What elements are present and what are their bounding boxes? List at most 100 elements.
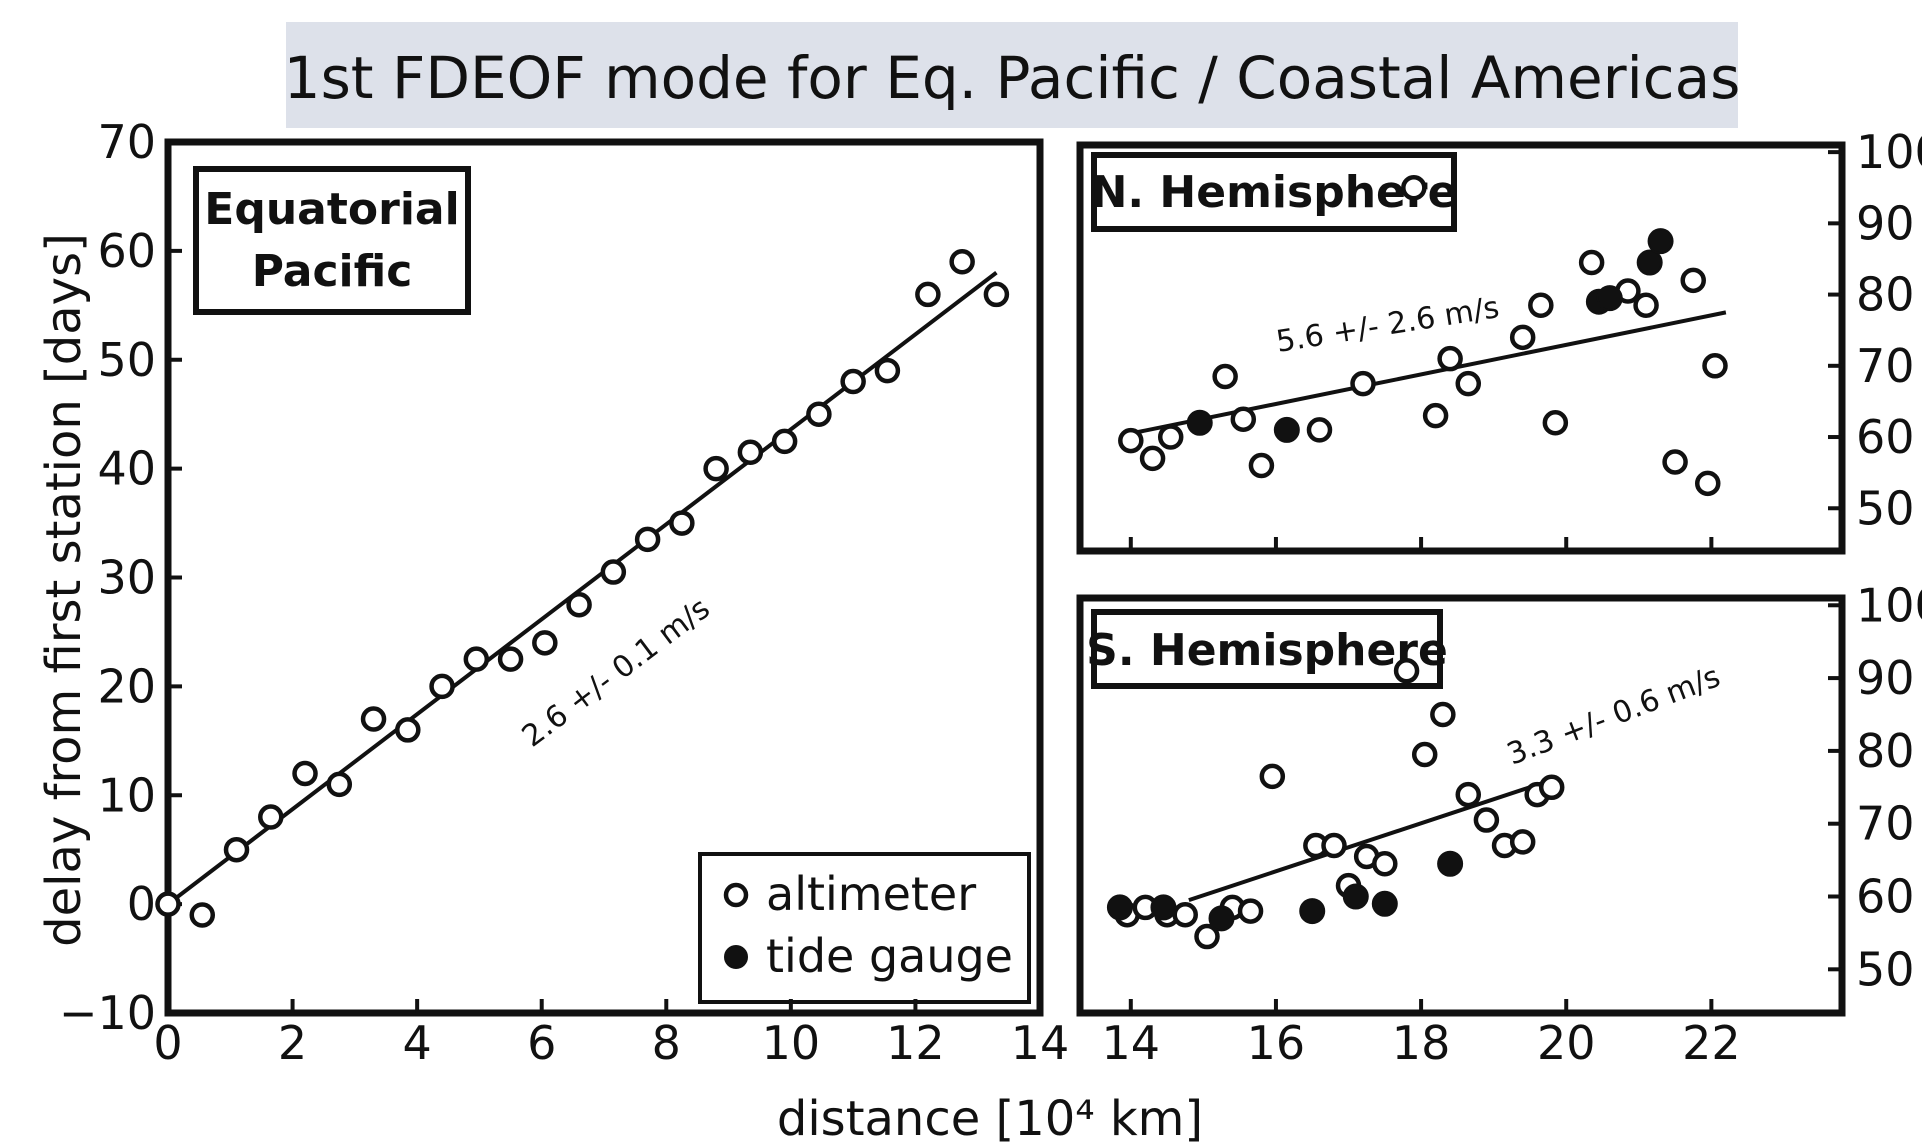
altimeter-point (1455, 370, 1482, 397)
altimeter-point (497, 646, 524, 672)
altimeter-point (1393, 658, 1420, 684)
x-tick-label: 2 (278, 1016, 307, 1070)
altimeter-point (1172, 901, 1198, 928)
y-tick-label: 50 (1856, 942, 1915, 996)
panel-label-box: N. Hemisphere (1091, 152, 1458, 232)
altimeter-point (1306, 417, 1333, 443)
title-background (286, 22, 1738, 128)
y-axis-title: delay from first station [days] (36, 233, 92, 947)
rate-annotation: 5.6 +/- 2.6 m/s (1274, 290, 1502, 360)
panel-label-box: S. Hemisphere (1086, 609, 1448, 689)
x-tick-label: 22 (1682, 1016, 1741, 1070)
legend-tide-gauge-label: tide gauge (766, 929, 1013, 983)
fit-line (166, 271, 998, 906)
altimeter-point (1372, 850, 1398, 877)
label-line-1: Equatorial (204, 184, 459, 235)
panel-s-hemisphere: S. Hemisphere 3.3 +/- 0.6 m/s 14 16 18 20 22… (1076, 578, 1922, 1070)
label-frame (193, 166, 471, 315)
fit-line (1130, 310, 1727, 436)
y-tick-label: 20 (97, 659, 156, 713)
altimeter-point (155, 891, 181, 917)
altimeter-point (1662, 449, 1688, 475)
altimeter-point (1430, 701, 1456, 728)
altimeter-point (1350, 370, 1376, 397)
x-tick-label: 12 (886, 1016, 945, 1070)
altimeter-point (703, 455, 729, 482)
altimeter-point (983, 281, 1010, 308)
altimeter-point (1230, 406, 1257, 432)
altimeter-point (1212, 363, 1238, 390)
altimeter-point (463, 646, 490, 672)
altimeter-point (223, 836, 250, 863)
altimeter-point (1194, 923, 1220, 950)
altimeter-point (1473, 807, 1500, 833)
altimeter-point (1157, 424, 1184, 450)
y-tick-label: 80 (1856, 268, 1915, 322)
altimeter-point (566, 591, 592, 618)
rate-annotation: 3.3 +/- 0.6 m/s (1502, 659, 1725, 772)
y-tick-label: 60 (97, 224, 156, 278)
altimeter-point (1680, 267, 1706, 294)
tide-gauge-point (1371, 890, 1398, 917)
y-tick-label: 70 (97, 115, 156, 169)
altimeter-point (1411, 741, 1438, 768)
altimeter-point (634, 526, 661, 553)
altimeter-point (1248, 452, 1275, 479)
x-tick-label: 20 (1537, 1016, 1596, 1070)
y-tick-label: 50 (97, 333, 156, 387)
tide-gauge-point (1273, 416, 1300, 443)
altimeter-point (292, 760, 318, 787)
tide-gauge-point (1636, 249, 1663, 276)
y-tick-label: 40 (97, 442, 156, 496)
altimeter-point (1118, 427, 1144, 454)
x-tick-label: 0 (153, 1016, 182, 1070)
altimeter-point (1633, 292, 1659, 319)
y-tick-label: 0 (127, 877, 156, 931)
altimeter-point (360, 706, 387, 732)
altimeter-point (669, 510, 695, 536)
tide-gauge-point (1596, 285, 1623, 312)
panel-label: N. Hemisphere (1091, 167, 1458, 218)
legend-frame (698, 852, 1031, 1004)
y-tick-label: 100 (1856, 578, 1922, 632)
legend: altimeter tide gauge (698, 852, 1031, 1004)
altimeter-point (771, 428, 798, 455)
altimeter-point (806, 401, 832, 427)
panel-equatorial-pacific: Equatorial Pacific 2.6 +/- 0.1 m/s altim… (36, 115, 1069, 1070)
y-tick-label: 90 (1856, 196, 1915, 250)
legend-tide-gauge-marker (724, 945, 748, 969)
x-tick-label: 14 (1102, 1016, 1161, 1070)
altimeter-point (1139, 445, 1166, 472)
x-tick-label: 6 (527, 1016, 556, 1070)
title-banner: 1st FDEOF mode for Eq. Pacific / Coastal… (284, 22, 1741, 128)
x-tick-label: 18 (1392, 1016, 1451, 1070)
x-tick-label: 4 (403, 1016, 432, 1070)
altimeter-point (1422, 402, 1449, 429)
altimeter-point (1321, 832, 1347, 859)
panel-label-box: Equatorial Pacific (193, 166, 471, 315)
y-tick-label: 100 (1856, 125, 1922, 179)
y-tick-label: 50 (1856, 481, 1915, 535)
altimeter-point (874, 357, 901, 384)
panel-n-hemisphere: N. Hemisphere 5.6 +/- 2.6 m/s 50 60 70 80 90… (1076, 125, 1922, 555)
altimeter-point (840, 368, 866, 395)
y-tick-label: 60 (1856, 410, 1915, 464)
tide-gauge-point (1437, 850, 1464, 877)
panel-label: S. Hemisphere (1086, 625, 1448, 676)
y-tick-label: 90 (1856, 651, 1915, 705)
altimeter-point (1455, 781, 1482, 808)
altimeter-point (1528, 292, 1554, 319)
plot-frame (1076, 594, 1846, 1017)
altimeter-point (1401, 174, 1427, 201)
altimeter-point (1259, 763, 1286, 790)
altimeter-point (1437, 345, 1463, 372)
y-tick-label: 80 (1856, 724, 1915, 778)
legend-altimeter-label: altimeter (766, 867, 976, 921)
y-tick-label: 30 (97, 551, 156, 605)
altimeter-point (532, 630, 558, 656)
altimeter-point (949, 249, 975, 275)
altimeter-point (1542, 410, 1569, 436)
chart-title: 1st FDEOF mode for Eq. Pacific / Coastal… (284, 44, 1741, 112)
altimeter-point (326, 771, 353, 798)
